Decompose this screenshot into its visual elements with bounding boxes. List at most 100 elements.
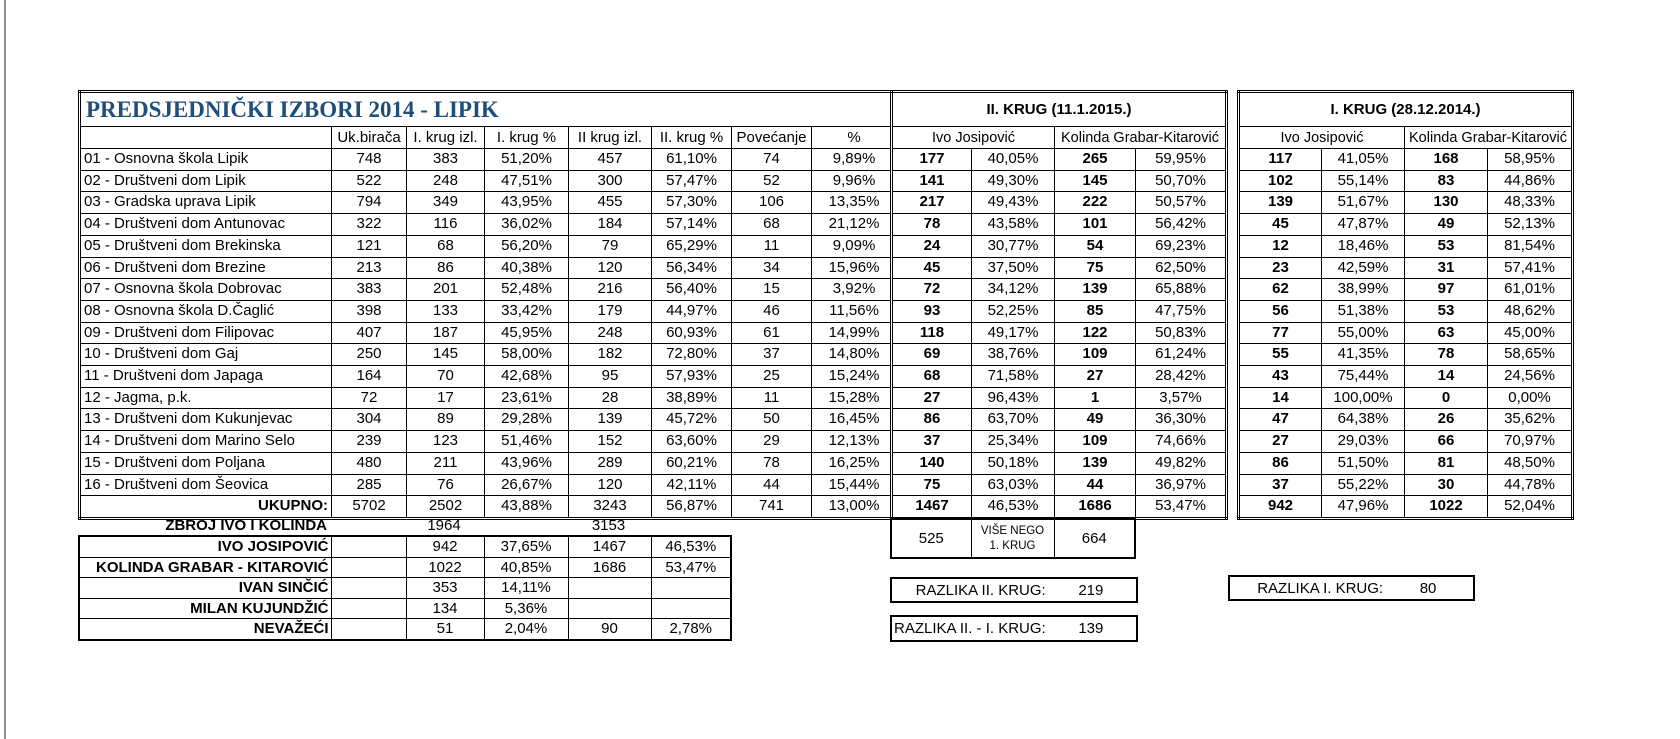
polling-station-row: 15 - Društveni dom Poljana 480 211 43,96% 28…	[79, 451, 899, 475]
value-cell	[567, 597, 652, 620]
value-cell: 16,25%	[810, 451, 899, 475]
value-cell: 76	[406, 473, 485, 497]
candidate-grabar-kitarovic-header: Kolinda Grabar-Kitarović	[1403, 126, 1574, 149]
candidate-votes-row: 141 49,30% 145 50,70%	[891, 169, 1228, 193]
value-cell: 29,28%	[484, 408, 569, 432]
votes-cell: 81	[1404, 451, 1488, 475]
pct-cell: 51,67%	[1321, 191, 1405, 215]
pct-cell: 63,70%	[971, 408, 1055, 432]
razlika-round1-box: RAZLIKA I. KRUG: 80	[1228, 575, 1475, 601]
zbroj-label: ZBROJ IVO I KOLINDA	[165, 517, 327, 534]
votes-cell: 44	[1054, 473, 1136, 497]
pct-cell: 3,57%	[1134, 386, 1228, 410]
candidate-votes-row: 177 40,05% 265 59,95%	[891, 148, 1228, 171]
pct-cell: 18,46%	[1321, 234, 1405, 258]
votes-cell: 24	[891, 234, 972, 258]
pct-cell: 51,38%	[1321, 299, 1405, 323]
total-row: UKUPNO: 5702 2502 43,88% 3243 56,87% 741 13,00%	[79, 495, 899, 519]
total-row: 942 47,96% 1022 52,04%	[1238, 495, 1574, 519]
value-cell: 15,96%	[810, 256, 899, 280]
candidate-votes-row: 217 49,43% 222 50,57%	[891, 191, 1228, 215]
value-cell: 61,10%	[651, 148, 732, 171]
pct-cell: 52,13%	[1486, 213, 1574, 236]
pct-cell: 55,00%	[1321, 321, 1405, 345]
value-cell: 65,29%	[651, 234, 732, 258]
pct-cell: 40,05%	[971, 148, 1055, 171]
pct-cell: 100,00%	[1321, 386, 1405, 410]
value-cell: 26,67%	[484, 473, 569, 497]
value-cell: 134	[405, 597, 485, 620]
votes-cell: 27	[891, 386, 972, 410]
value-cell: 187	[406, 321, 485, 345]
votes-cell: 117	[1238, 148, 1322, 171]
votes-cell: 43	[1238, 365, 1322, 388]
candidate-label-cell: IVO JOSIPOVIĆ	[78, 535, 332, 558]
polling-station-row: 08 - Osnovna škola D.Čaglić 398 133 33,42% 1…	[79, 299, 899, 323]
value-cell: 74	[731, 148, 812, 171]
candidate-votes-row: 77 55,00% 63 45,00%	[1238, 321, 1574, 345]
pct-cell: 55,22%	[1321, 473, 1405, 497]
pct-cell: 36,97%	[1134, 473, 1228, 497]
polling-station-row: 05 - Društveni dom Brekinska 121 68 56,20% 7…	[79, 234, 899, 258]
value-cell: 46,53%	[650, 535, 732, 558]
station-name-cell: 14 - Društveni dom Marino Selo	[79, 430, 332, 453]
votes-cell: 86	[1238, 451, 1322, 475]
candidate-votes-row: 140 50,18% 139 49,82%	[891, 451, 1228, 475]
value-cell: 46	[731, 299, 812, 323]
value-cell: 38,89%	[651, 386, 732, 410]
value-cell: 56,40%	[651, 278, 732, 301]
column-header-empty	[79, 126, 332, 149]
pct-cell: 38,76%	[971, 343, 1055, 367]
value-cell: 12,13%	[810, 430, 899, 453]
round1-table: I. KRUG (28.12.2014.) Ivo Josipović Koli…	[1237, 90, 1575, 520]
zbroj-row: ZBROJ IVO I KOLINDA 1964 3153	[78, 518, 896, 534]
value-cell: 248	[406, 169, 485, 193]
value-cell: 50	[731, 408, 812, 432]
empty-cell	[330, 535, 407, 558]
value-cell: 90	[567, 618, 652, 641]
value-cell: 211	[406, 451, 485, 475]
value-cell: 213	[331, 256, 407, 280]
votes-cell: 140	[891, 451, 972, 475]
value-cell: 794	[331, 191, 407, 215]
votes-cell: 56	[1238, 299, 1322, 323]
value-cell: 79	[568, 234, 652, 258]
value-cell: 179	[568, 299, 652, 323]
station-name-cell: 02 - Društveni dom Lipik	[79, 169, 332, 193]
votes-cell: 141	[891, 169, 972, 193]
value-cell: 89	[406, 408, 485, 432]
pct-cell: 55,14%	[1321, 169, 1405, 193]
candidate-votes-row: 45 47,87% 49 52,13%	[1238, 213, 1574, 236]
votes-cell: 62	[1238, 278, 1322, 301]
total-row: 1467 46,53% 1686 53,47%	[891, 495, 1228, 519]
value-cell: 184	[568, 213, 652, 236]
pct-cell: 51,50%	[1321, 451, 1405, 475]
votes-cell: 130	[1404, 191, 1488, 215]
votes-cell: 31	[1404, 256, 1488, 280]
candidate-votes-row: 86 51,50% 81 48,50%	[1238, 451, 1574, 475]
summary-row: KOLINDA GRABAR - KITAROVIĆ 1022 40,85% 1686…	[78, 556, 732, 579]
value-cell: 5,36%	[483, 597, 569, 620]
value-cell: 72,80%	[651, 343, 732, 367]
candidate-votes-row: 86 63,70% 49 36,30%	[891, 408, 1228, 432]
pct-cell: 57,41%	[1486, 256, 1574, 280]
candidate-votes-row: 102 55,14% 83 44,86%	[1238, 169, 1574, 193]
votes-cell: 109	[1054, 430, 1136, 453]
votes-cell: 78	[1404, 343, 1488, 367]
polling-station-row: 02 - Društveni dom Lipik 522 248 47,51% 300 5…	[79, 169, 899, 193]
value-cell: 398	[331, 299, 407, 323]
value-cell: 44	[731, 473, 812, 497]
main-results-table: PREDSJEDNIČKI IZBORI 2014 - LIPIK Uk.bir…	[78, 90, 900, 520]
polling-station-row: 12 - Jagma, p.k. 72 17 23,61% 28 38,89% 11 15,2…	[79, 386, 899, 410]
round2-table: II. KRUG (11.1.2015.) Ivo Josipović Koli…	[890, 90, 1229, 520]
polling-station-row: 10 - Društveni dom Gaj 250 145 58,00% 182 72,…	[79, 343, 899, 367]
value-cell: 152	[568, 430, 652, 453]
total-pct-cell: 52,04%	[1486, 495, 1574, 519]
window-edge-line	[4, 0, 6, 739]
votes-cell: 139	[1054, 451, 1136, 475]
votes-cell: 75	[891, 473, 972, 497]
total-pct-cell: 53,47%	[1134, 495, 1228, 519]
zbroj-round2-total: 3153	[591, 517, 626, 534]
pct-cell: 47,87%	[1321, 213, 1405, 236]
round1-title: I. KRUG (28.12.2014.)	[1237, 91, 1574, 127]
